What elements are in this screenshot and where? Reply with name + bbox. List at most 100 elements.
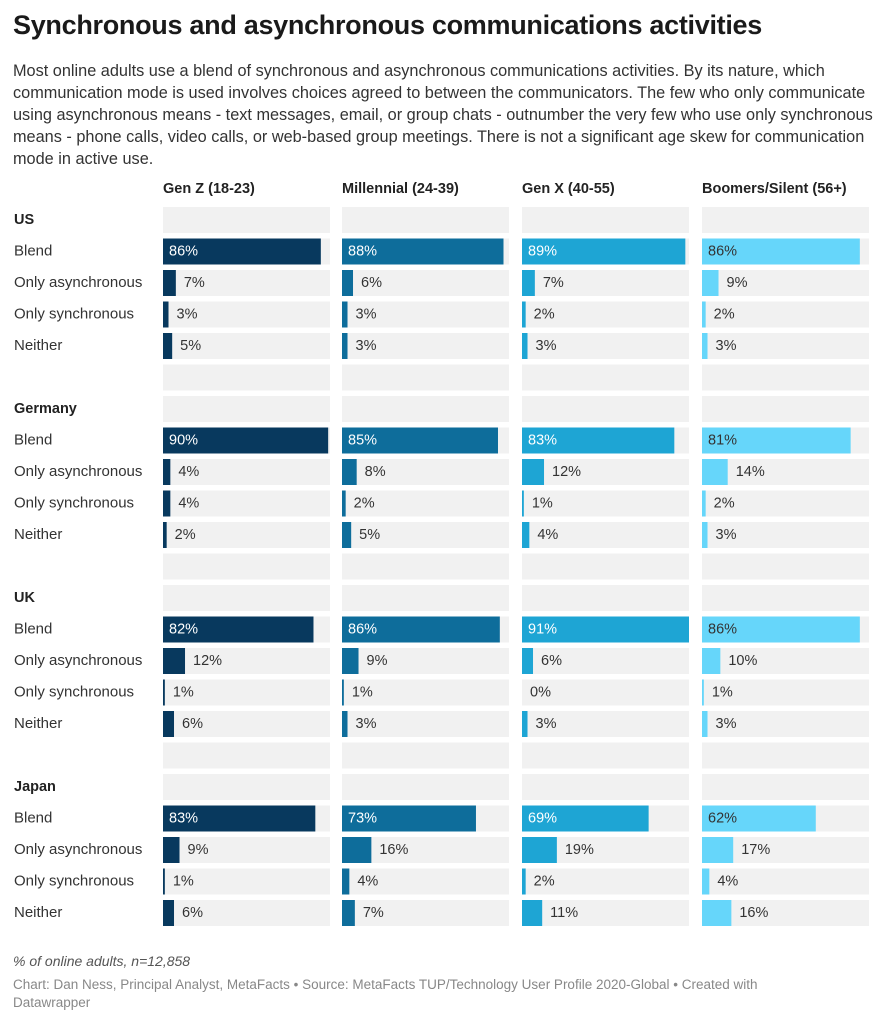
value-label: 86% bbox=[348, 621, 377, 637]
value-label: 4% bbox=[178, 495, 199, 511]
bar-track bbox=[163, 868, 330, 895]
bar-track bbox=[522, 396, 689, 422]
bar bbox=[702, 868, 710, 895]
value-label: 3% bbox=[716, 527, 737, 543]
bar-track bbox=[163, 679, 330, 706]
bar-track bbox=[702, 648, 869, 674]
bar-track bbox=[342, 396, 509, 422]
value-label: 2% bbox=[534, 873, 555, 889]
bar bbox=[522, 333, 528, 359]
bar bbox=[702, 900, 732, 926]
value-label: 83% bbox=[169, 810, 198, 826]
value-label: 2% bbox=[714, 306, 735, 322]
bar bbox=[702, 490, 706, 517]
bar bbox=[702, 522, 708, 548]
bar-track bbox=[522, 711, 689, 737]
bar-track bbox=[522, 490, 689, 517]
bar-track bbox=[342, 522, 509, 548]
bar bbox=[342, 238, 504, 265]
value-label: 5% bbox=[180, 338, 201, 354]
column-header: Gen X (40-55) bbox=[522, 181, 615, 197]
column-header: Gen Z (18-23) bbox=[163, 181, 255, 197]
row-label: Only synchronous bbox=[14, 683, 134, 700]
value-label: 9% bbox=[367, 653, 388, 669]
bar-track bbox=[342, 333, 509, 359]
bar bbox=[342, 837, 372, 863]
value-label: 69% bbox=[528, 810, 557, 826]
row-label: Only asynchronous bbox=[14, 274, 142, 291]
bar bbox=[163, 648, 186, 674]
bar-track bbox=[163, 333, 330, 359]
row-label: Blend bbox=[14, 620, 52, 637]
bar-track bbox=[163, 459, 330, 485]
bar-track bbox=[702, 490, 869, 517]
value-label: 6% bbox=[182, 905, 203, 921]
bar-track bbox=[163, 207, 330, 233]
bar-track bbox=[163, 711, 330, 737]
bar bbox=[342, 490, 346, 517]
value-label: 1% bbox=[173, 684, 194, 700]
value-label: 1% bbox=[173, 873, 194, 889]
bar bbox=[342, 679, 344, 706]
bar bbox=[702, 238, 860, 265]
value-label: 1% bbox=[352, 684, 373, 700]
bar-track bbox=[522, 522, 689, 548]
value-label: 17% bbox=[741, 842, 770, 858]
value-label: 3% bbox=[536, 716, 557, 732]
bar bbox=[163, 805, 316, 832]
row-label: Neither bbox=[14, 904, 62, 921]
column-header: Boomers/Silent (56+) bbox=[702, 181, 847, 197]
value-label: 3% bbox=[716, 338, 737, 354]
bar-track bbox=[342, 679, 509, 706]
bar bbox=[163, 522, 167, 548]
value-label: 85% bbox=[348, 432, 377, 448]
bar bbox=[163, 679, 165, 706]
column-header: Millennial (24-39) bbox=[342, 181, 459, 197]
value-label: 2% bbox=[534, 306, 555, 322]
bar bbox=[702, 459, 728, 485]
bar bbox=[522, 616, 689, 643]
bar bbox=[702, 616, 860, 643]
bar-track bbox=[342, 585, 509, 611]
bar-chart: Gen Z (18-23) Millennial (24-39) Gen X (40… bbox=[14, 181, 869, 926]
row-label: Blend bbox=[14, 242, 52, 259]
bar-track bbox=[342, 711, 509, 737]
bar bbox=[163, 427, 329, 454]
bar bbox=[342, 459, 357, 485]
bar bbox=[702, 711, 708, 737]
bar bbox=[342, 522, 352, 548]
value-label: 3% bbox=[716, 716, 737, 732]
value-label: 14% bbox=[736, 464, 765, 480]
value-label: 3% bbox=[536, 338, 557, 354]
bar bbox=[702, 270, 719, 296]
value-label: 16% bbox=[379, 842, 408, 858]
bar-track bbox=[342, 648, 509, 674]
value-label: 19% bbox=[565, 842, 594, 858]
group-label-japan: Japan bbox=[14, 779, 56, 795]
bar bbox=[163, 238, 321, 265]
bar bbox=[522, 648, 534, 674]
bar bbox=[702, 427, 851, 454]
bar-track bbox=[163, 490, 330, 517]
bar-track bbox=[522, 585, 689, 611]
bar bbox=[522, 270, 535, 296]
bar-track bbox=[702, 585, 869, 611]
bar-track bbox=[522, 270, 689, 296]
value-label: 7% bbox=[184, 275, 205, 291]
bar-track bbox=[522, 364, 689, 391]
value-label: 10% bbox=[728, 653, 757, 669]
bar bbox=[342, 648, 359, 674]
bar bbox=[522, 522, 530, 548]
row-label: Only synchronous bbox=[14, 872, 134, 889]
value-label: 7% bbox=[363, 905, 384, 921]
bar bbox=[163, 459, 171, 485]
bar-track bbox=[342, 742, 509, 769]
bar-track bbox=[163, 837, 330, 863]
bar-track bbox=[702, 333, 869, 359]
bar-track bbox=[163, 648, 330, 674]
footer-note: % of online adults, n=12,858 bbox=[13, 953, 191, 969]
bar bbox=[163, 301, 169, 328]
bar bbox=[522, 490, 524, 517]
value-label: 1% bbox=[532, 495, 553, 511]
bar-track bbox=[702, 679, 869, 706]
